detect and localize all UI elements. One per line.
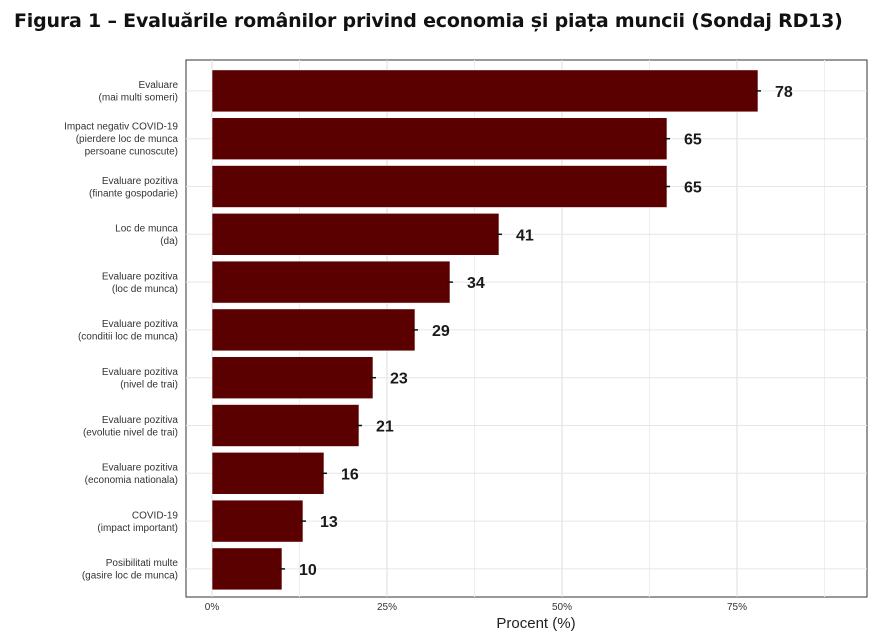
category-label-line: Evaluare pozitiva [102,415,179,426]
value-label: 29 [432,323,450,340]
category-label-line: Posibilitati multe [106,558,179,569]
value-label: 65 [684,180,702,197]
figure-title: Figura 1 – Evaluările românilor privind … [14,10,843,32]
category-label-line: persoane cunoscute) [85,147,178,158]
bar [211,451,325,495]
category-label-line: Evaluare pozitiva [102,271,179,282]
bar [211,308,416,352]
value-label: 10 [299,562,317,579]
category-label: Evaluare pozitiva (evolutie nivel de trai… [83,415,178,439]
category-label-line: (impact important) [97,523,178,534]
category-label-line: Evaluare pozitiva [102,319,179,330]
bar [211,213,500,256]
x-tick-labels: 0% 25% 50% 75% [205,602,747,613]
x-tick-label: 50% [552,602,572,613]
bar [211,69,759,113]
category-label-line: (mai multi someri) [99,93,178,104]
x-tick-label: 75% [727,602,747,613]
value-label: 23 [390,371,408,388]
value-label: 34 [467,275,485,292]
x-tick-label: 0% [205,602,220,613]
value-label: 21 [376,419,394,436]
category-label-line: (economia nationala) [85,475,178,486]
category-label-line: (da) [160,236,178,247]
category-label-line: (gasire loc de munca) [82,571,178,582]
x-tick-label: 25% [377,602,397,613]
category-label-line: (finante gospodarie) [89,188,178,199]
category-label-line: Loc de munca [115,224,178,235]
category-label-line: Evaluare [139,80,179,91]
category-label-line: Evaluare pozitiva [102,463,179,474]
category-label-line: (nivel de trai) [120,379,178,390]
value-label: 16 [341,466,359,483]
bar [211,547,283,591]
category-label: Evaluare pozitiva (economia nationala) [85,463,179,487]
category-label-line: Impact negativ COVID-19 [64,122,178,133]
category-label: Evaluare pozitiva (finante gospodarie) [89,176,178,200]
bar [211,117,668,160]
value-label: 65 [684,132,702,149]
category-label: Impact negativ COVID-19 (pierdere loc de … [64,122,178,158]
category-label-line: (conditii loc de munca) [78,332,178,343]
value-label: 78 [775,84,793,101]
category-label: Posibilitati multe (gasire loc de munca) [82,558,179,582]
value-label: 41 [516,227,534,244]
bar [211,165,668,208]
category-label: Evaluare pozitiva (nivel de trai) [102,367,179,391]
category-labels: Evaluare (mai multi someri) Impact negativ… [64,80,178,582]
category-label: Evaluare pozitiva (conditii loc de munca) [78,319,178,343]
value-label: 13 [320,514,338,531]
category-label: COVID-19 (impact important) [97,510,178,534]
value-labels: 78 65 65 41 34 29 23 21 16 13 10 [299,84,793,579]
category-label-line: (pierdere loc de munca [76,134,179,145]
category-label-line: COVID-19 [132,510,179,521]
bar [211,499,304,543]
bar [211,260,451,304]
category-label: Evaluare pozitiva (loc de munca) [102,271,179,295]
category-label: Evaluare (mai multi someri) [99,80,179,104]
bar [211,356,374,400]
x-axis-title: Procent (%) [496,615,575,632]
category-label-line: Evaluare pozitiva [102,176,179,187]
category-label: Loc de munca (da) [115,224,178,248]
category-label-line: (loc de munca) [112,284,178,295]
category-label-line: Evaluare pozitiva [102,367,179,378]
bars [211,69,761,591]
category-label-line: (evolutie nivel de trai) [83,427,178,438]
bar [211,404,360,447]
